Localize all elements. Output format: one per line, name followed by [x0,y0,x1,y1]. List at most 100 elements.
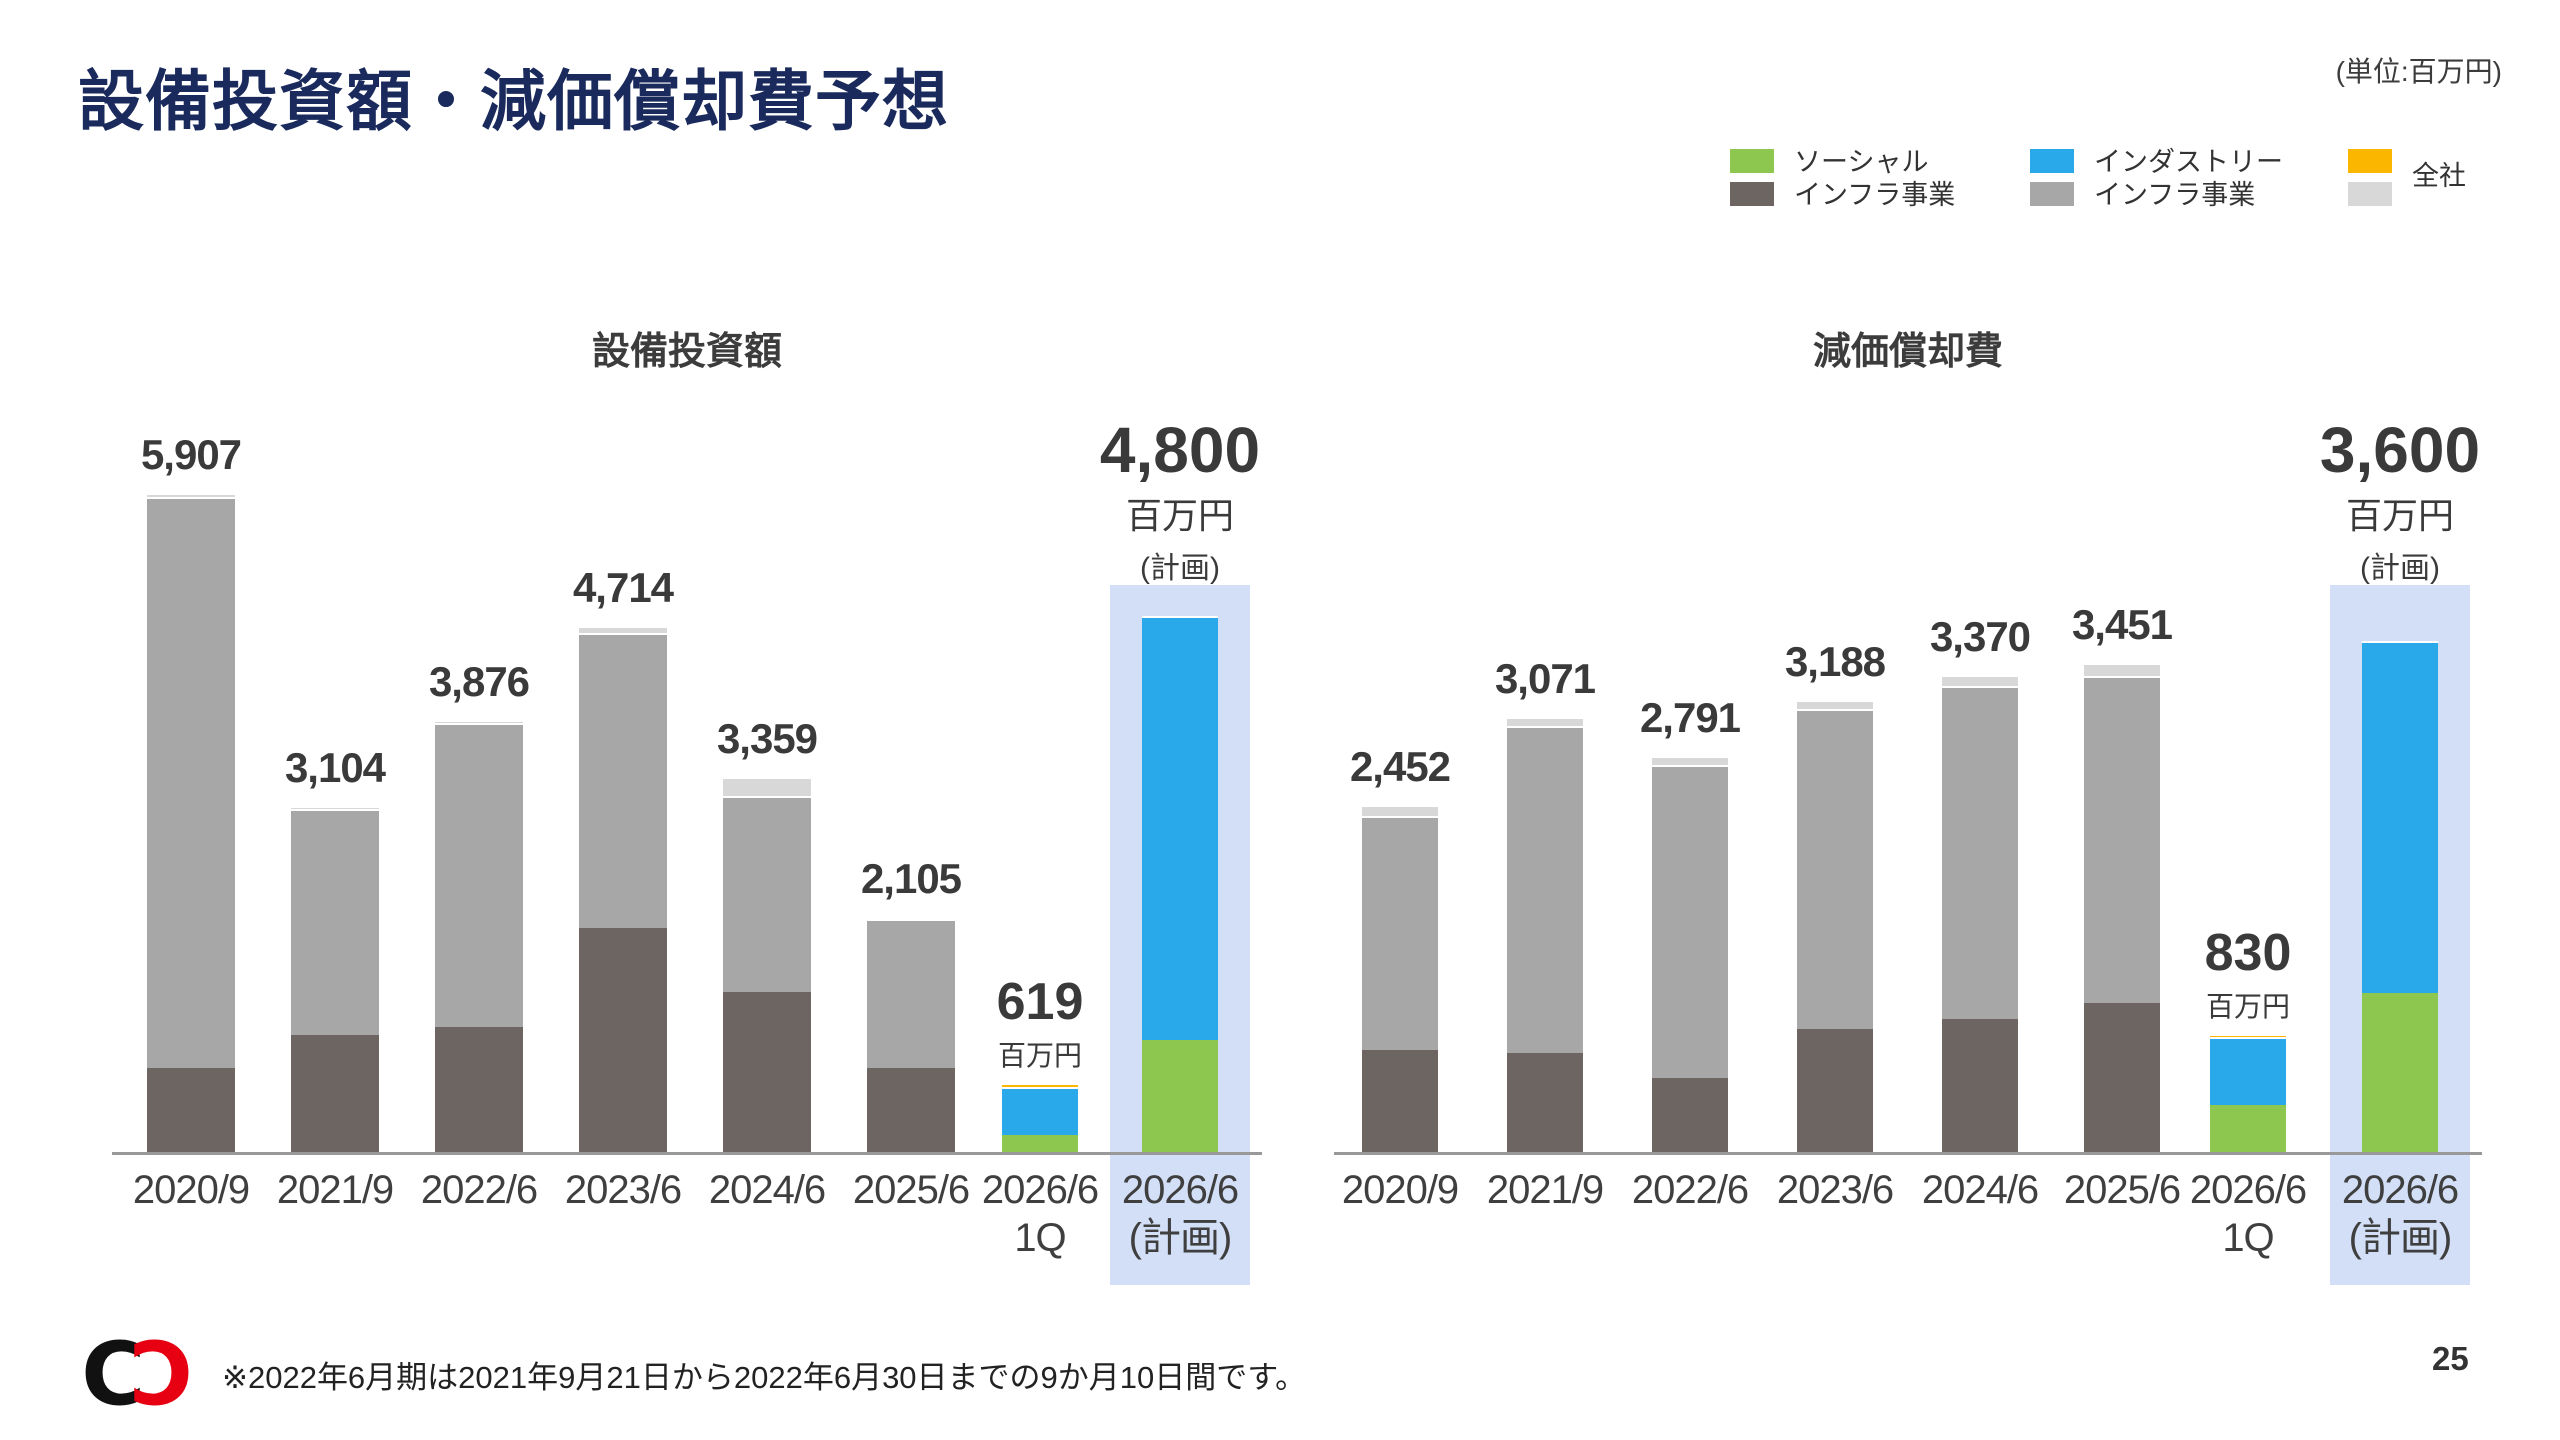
bar-segment-industry_actual [147,497,235,1068]
bar-segment-social_actual [1797,1029,1873,1152]
legend-swatch-industry-plan-icon [2030,149,2074,173]
bar-segment-social_actual [1362,1050,1438,1152]
x-axis-label: 2024/6 [708,1168,826,1212]
bar-value-label: 3,876 [428,658,530,705]
legend-swatches [2030,149,2074,206]
plan-value: 3,600 [2319,414,2481,486]
bar-segment-corporate_actual [1942,675,2018,686]
x-axis-label: 2026/6 (計画) [1121,1168,1239,1260]
bar-segment-industry_plan [1002,1087,1078,1135]
x-axis-label: 2025/6 [2063,1168,2181,1212]
x-axis-label: 2023/6 [1776,1168,1894,1212]
bar-segment-industry_actual [579,633,667,928]
bar-segment-social_actual [579,928,667,1152]
bar-value-label: 3,071 [1494,655,1596,702]
bar-segment-corporate_actual [147,493,235,497]
legend-swatch-industry-actual-icon [2030,182,2074,206]
bar-segment-industry_plan [2362,641,2438,993]
legend-swatch-corporate-actual-icon [2348,182,2392,206]
bar-value-label: 3,370 [1929,613,2031,660]
quarter-annotation: 830 百万円 [2118,926,2378,1025]
chart-title: 減価償却費 [1812,331,2003,373]
bar-segment-social_plan [1142,1040,1218,1152]
bar-segment-corporate_actual [1797,700,1873,709]
quarter-value: 619 [996,973,1084,1031]
quarter-unit: 百万円 [2205,990,2290,1022]
x-axis-line [1334,1152,2482,1155]
bar-segment-corporate_plan [1002,1083,1078,1087]
x-axis-label: 2021/9 [276,1168,394,1212]
plan-unit: 百万円 [1125,495,1234,537]
x-axis-label: 2026/6 1Q [981,1168,1099,1260]
x-axis-label: 2025/6 [852,1168,970,1212]
legend-label-corporate: 全社 [2412,161,2466,191]
bar-segment-industry_actual [291,809,379,1035]
page-title: 設備投資額・減価償却費予想 [78,64,949,138]
bar-segment-industry_actual [1362,816,1438,1050]
x-axis-label: 2022/6 [420,1168,538,1212]
bar-value-label: 4,714 [572,564,674,611]
legend-swatches [2348,149,2392,206]
bar-segment-industry_plan [2210,1037,2286,1105]
legend-swatch-social-actual-icon [1730,182,1774,206]
bar-segment-industry_actual [1507,726,1583,1053]
legend-entry-industry-infra: インダストリー インフラ事業 [2030,146,2283,212]
bar-value-label: 2,791 [1639,694,1741,741]
bar-segment-social_actual [2084,1003,2160,1152]
legend-entry-corporate: 全社 [2348,146,2466,206]
bar-segment-corporate_actual [2084,663,2160,676]
bar-segment-industry_actual [1797,709,1873,1029]
bar-segment-social_actual [435,1027,523,1152]
bar-segment-social_actual [867,1068,955,1152]
legend-swatch-corporate-plan-icon [2348,149,2392,173]
plan-annotation: 3,600 百万円 (計画) [2240,415,2560,587]
x-axis-label: 2021/9 [1486,1168,1604,1212]
x-axis-label: 2024/6 [1921,1168,2039,1212]
bar-segment-industry_plan [1142,616,1218,1040]
bar-segment-industry_actual [1942,686,2018,1019]
plan-note: (計画) [1140,552,1220,586]
bar-segment-industry_actual [435,723,523,1027]
bar-segment-social_actual [1507,1053,1583,1152]
legend-swatches [1730,149,1774,206]
quarter-annotation: 619 百万円 [910,975,1170,1074]
x-axis-label: 2022/6 [1631,1168,1749,1212]
legend-entry-social-infra: ソーシャル インフラ事業 [1730,146,1955,212]
bar-value-label: 2,452 [1349,743,1451,790]
footnote: ※2022年6月期は2021年9月21日から2022年6月30日までの9か月10… [222,1360,1307,1395]
plan-annotation: 4,800 百万円 (計画) [1020,415,1340,587]
bar-segment-social_actual [291,1035,379,1152]
bar-value-label: 5,907 [140,431,242,478]
page-number: 25 [2432,1340,2469,1377]
bar-segment-corporate_actual [1362,805,1438,816]
bar-segment-social_actual [1652,1078,1728,1152]
bar-segment-corporate_actual [1652,756,1728,765]
unit-note: (単位:百万円) [2335,56,2502,87]
bar-value-label: 3,104 [284,744,386,791]
bar-segment-social_actual [147,1068,235,1152]
quarter-value: 830 [2204,924,2292,982]
plan-note: (計画) [2360,552,2440,586]
company-logo-icon: C C [81,1324,192,1426]
bar-segment-social_actual [1942,1019,2018,1152]
bar-value-label: 3,359 [716,715,818,762]
bar-segment-corporate_actual [579,626,667,633]
x-axis-label: 2020/9 [132,1168,250,1212]
bar-segment-social_plan [2362,993,2438,1152]
bar-segment-social_actual [723,992,811,1152]
x-axis-label: 2026/6 (計画) [2341,1168,2459,1260]
legend-swatch-social-plan-icon [1730,149,1774,173]
x-axis-label: 2026/6 1Q [2189,1168,2307,1260]
bar-segment-corporate_plan [2210,1034,2286,1037]
bar-segment-corporate_actual [435,720,523,723]
plan-unit: 百万円 [2345,495,2454,537]
chart-title: 設備投資額 [591,331,782,373]
bar-segment-social_plan [1002,1135,1078,1152]
legend-label-social-infra: ソーシャル インフラ事業 [1794,147,1956,210]
plan-value: 4,800 [1099,414,1261,486]
x-axis-label: 2020/9 [1341,1168,1459,1212]
bar-segment-social_plan [2210,1105,2286,1152]
bar-value-label: 2,105 [860,855,962,902]
bar-value-label: 3,451 [2071,601,2173,648]
